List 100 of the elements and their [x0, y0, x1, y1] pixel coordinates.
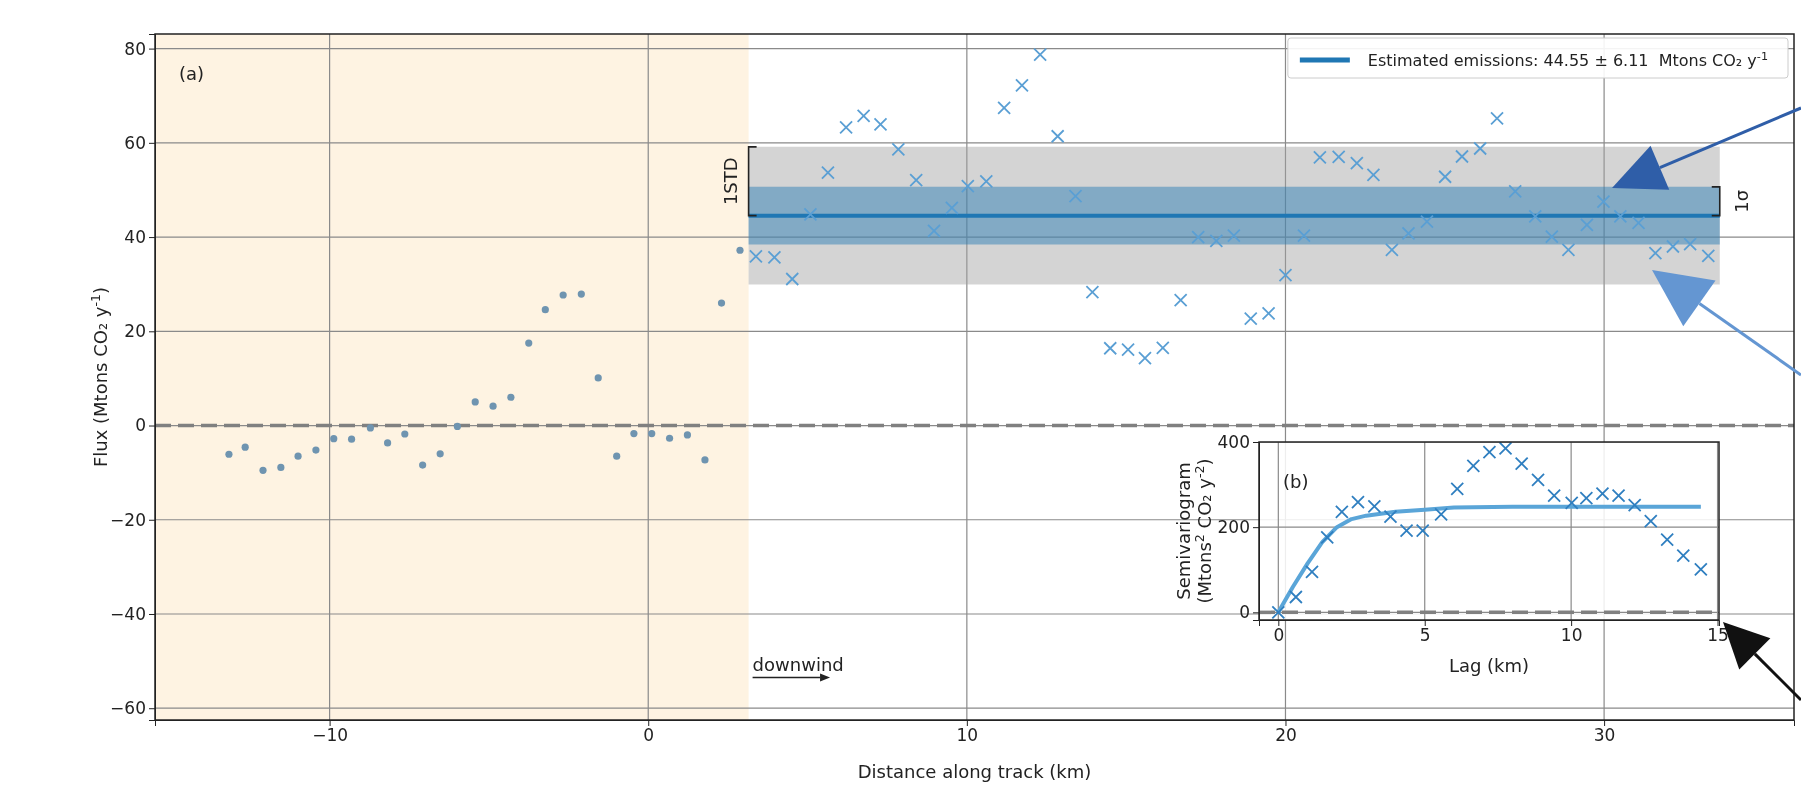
point	[821, 165, 835, 180]
point	[1173, 293, 1188, 308]
point	[277, 463, 285, 472]
point	[1033, 47, 1048, 62]
y-tick-label: 80	[124, 38, 146, 59]
point	[1498, 442, 1513, 456]
point	[471, 398, 479, 406]
point	[453, 422, 461, 431]
point	[1693, 562, 1708, 577]
x-tick-label: 10	[1560, 625, 1583, 646]
legend-label: Estimated emissions: 44.55 ± 6.11 Mtons CO₂ y$^{-1}$	[1367, 49, 1768, 70]
point	[1226, 228, 1241, 243]
point	[1490, 111, 1504, 126]
point	[1367, 499, 1382, 514]
point	[1331, 150, 1346, 164]
point	[507, 393, 515, 401]
point	[1366, 167, 1381, 182]
point	[1278, 268, 1293, 283]
point	[1611, 488, 1626, 503]
point	[366, 424, 374, 432]
point	[1455, 149, 1469, 164]
annotation: (a)	[179, 63, 205, 84]
y-tick-label: 400	[1217, 431, 1250, 452]
point	[1191, 230, 1206, 244]
point	[944, 200, 959, 215]
point	[1297, 228, 1311, 243]
point	[1121, 342, 1135, 357]
point	[1271, 605, 1286, 620]
point	[1482, 445, 1497, 460]
point	[1288, 590, 1303, 604]
point	[1450, 481, 1465, 496]
point	[613, 452, 621, 460]
y-tick-label: 0	[1239, 602, 1250, 623]
point	[1383, 509, 1398, 524]
point	[594, 374, 602, 382]
point	[1683, 237, 1698, 252]
point	[1528, 209, 1543, 224]
point	[294, 452, 302, 460]
y-tick-label: 0	[135, 415, 146, 436]
point	[909, 173, 924, 187]
point	[1613, 209, 1628, 224]
point	[1676, 548, 1691, 563]
point	[384, 439, 392, 447]
point	[736, 246, 744, 254]
line-series	[1276, 504, 1703, 615]
point	[525, 339, 533, 347]
point	[1349, 156, 1364, 170]
point	[541, 306, 549, 314]
point	[1547, 488, 1562, 503]
x-tick-label: 0	[1273, 625, 1285, 646]
point	[1701, 249, 1716, 263]
point	[436, 450, 444, 458]
point	[577, 290, 585, 298]
point	[1312, 150, 1327, 165]
point	[1514, 456, 1529, 471]
point	[1399, 523, 1414, 538]
point	[1579, 217, 1594, 232]
point	[1596, 194, 1611, 209]
point	[1068, 189, 1083, 203]
point	[630, 429, 638, 438]
point	[259, 466, 267, 474]
x-axis-title: Distance along track (km)	[857, 761, 1092, 782]
point	[1305, 564, 1319, 579]
point	[401, 430, 409, 438]
point	[559, 291, 567, 299]
point	[891, 142, 906, 157]
point	[648, 429, 656, 438]
x-axis-title: Lag (km)	[1448, 655, 1530, 676]
point	[960, 179, 975, 194]
annotation: downwind	[752, 653, 844, 675]
y-tick-label: 20	[124, 321, 146, 342]
point	[1434, 507, 1449, 522]
x-tick-label: 10	[956, 725, 979, 746]
x-tick-label: 15	[1707, 625, 1729, 646]
point	[1085, 285, 1100, 300]
point	[1466, 458, 1481, 473]
point	[489, 402, 497, 410]
point	[1561, 242, 1576, 257]
x-tick-label: 30	[1593, 725, 1616, 746]
point	[1261, 306, 1276, 321]
x-tick-label: −10	[312, 725, 349, 746]
point	[1420, 214, 1434, 229]
point	[1438, 169, 1453, 184]
point	[927, 224, 941, 238]
point	[665, 434, 674, 442]
x-tick-label: 0	[643, 725, 655, 746]
point	[1138, 351, 1152, 366]
point	[749, 249, 763, 264]
point	[1508, 184, 1523, 199]
point	[997, 101, 1012, 115]
point	[419, 461, 427, 469]
point	[1334, 504, 1349, 519]
point	[1627, 498, 1642, 512]
point	[241, 443, 249, 451]
point	[1243, 311, 1258, 326]
point	[1385, 242, 1399, 257]
y-tick-label: 40	[124, 227, 146, 248]
point	[1320, 530, 1335, 545]
x-tick-label: 20	[1275, 725, 1297, 746]
annotation: 1STD	[719, 157, 741, 206]
